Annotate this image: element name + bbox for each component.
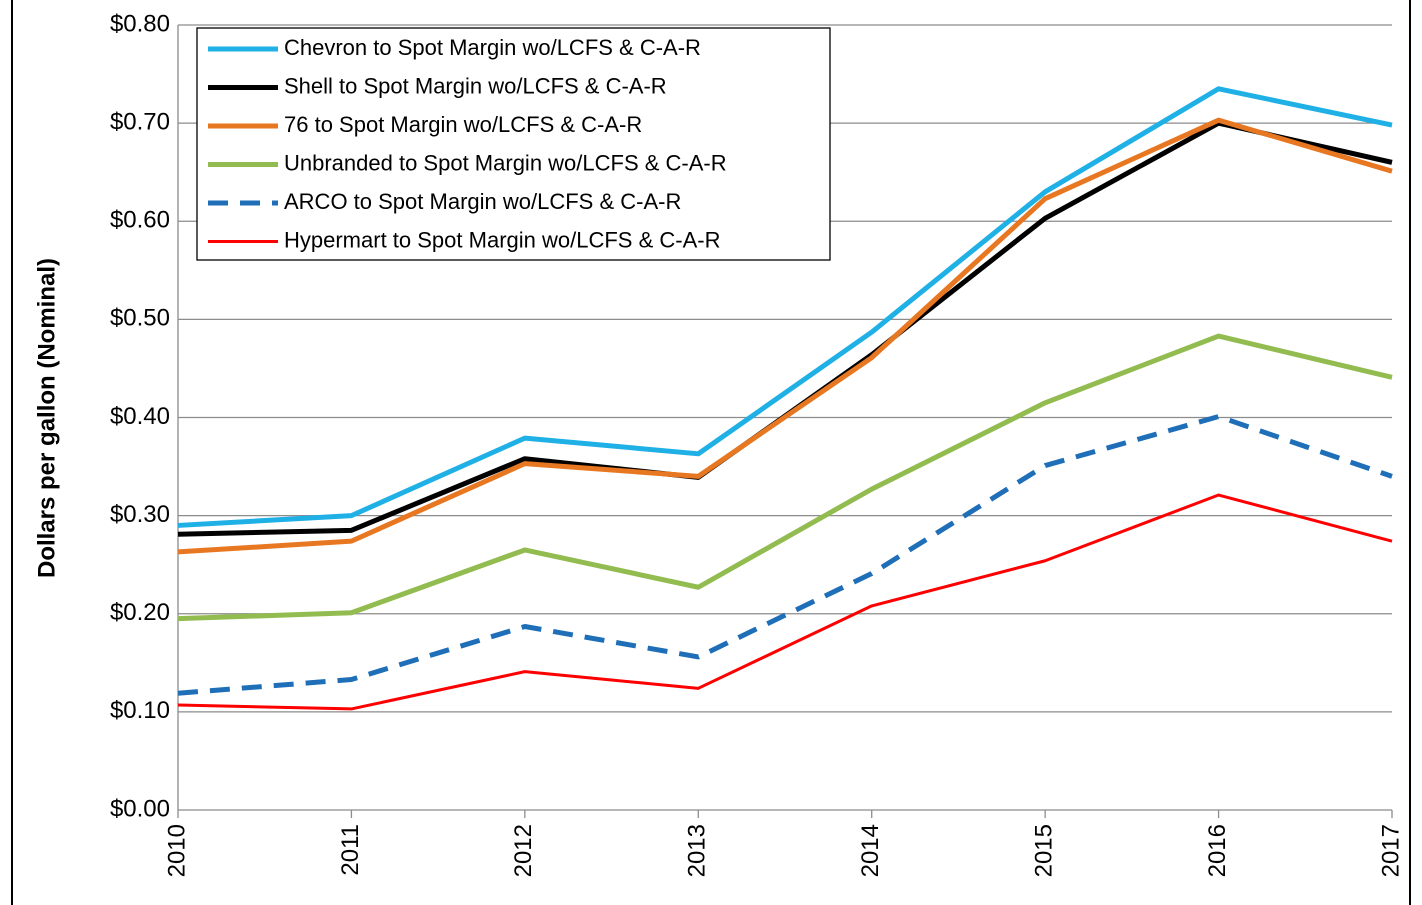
legend-label: Hypermart to Spot Margin wo/LCFS & C-A-R (284, 227, 720, 252)
y-tick-label: $0.40 (110, 403, 170, 430)
x-tick-label: 2014 (857, 824, 884, 877)
series-line (177, 493, 1393, 711)
x-tick-label: 2011 (337, 824, 364, 876)
chart-frame (11, 0, 1411, 905)
y-axis-title: Dollars per gallon (Nominal) (33, 258, 60, 578)
y-tick-label: $0.60 (110, 207, 170, 234)
x-tick-label: 2012 (510, 824, 537, 877)
x-tick-label: 2013 (684, 824, 711, 877)
legend-label: Chevron to Spot Margin wo/LCFS & C-A-R (284, 35, 701, 60)
x-tick-label: 2016 (1204, 824, 1231, 877)
series-line (177, 414, 1393, 696)
x-tick-label: 2010 (163, 824, 190, 877)
y-tick-label: $0.70 (110, 108, 170, 135)
y-tick-label: $0.50 (110, 305, 170, 332)
y-tick-label: $0.20 (110, 599, 170, 626)
legend-box (196, 27, 831, 261)
y-tick-label: $0.30 (110, 501, 170, 528)
x-tick-label: 2017 (1377, 824, 1404, 877)
y-tick-label: $0.80 (110, 10, 170, 37)
series-line (177, 86, 1393, 528)
x-tick-label: 2015 (1030, 824, 1057, 877)
series-line (177, 117, 1393, 555)
y-tick-label: $0.00 (110, 795, 170, 822)
legend-label: ARCO to Spot Margin wo/LCFS & C-A-R (284, 189, 681, 214)
y-tick-label: $0.10 (110, 697, 170, 724)
series-line (177, 333, 1393, 622)
legend-label: 76 to Spot Margin wo/LCFS & C-A-R (284, 112, 642, 137)
legend-label: Unbranded to Spot Margin wo/LCFS & C-A-R (284, 150, 727, 175)
legend-label: Shell to Spot Margin wo/LCFS & C-A-R (284, 73, 667, 98)
legend: Chevron to Spot Margin wo/LCFS & C-A-R Sh… (196, 27, 831, 261)
